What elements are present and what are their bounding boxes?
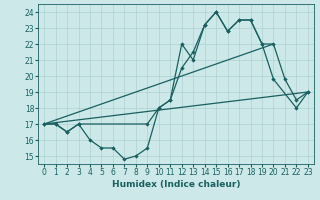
X-axis label: Humidex (Indice chaleur): Humidex (Indice chaleur) [112,180,240,189]
